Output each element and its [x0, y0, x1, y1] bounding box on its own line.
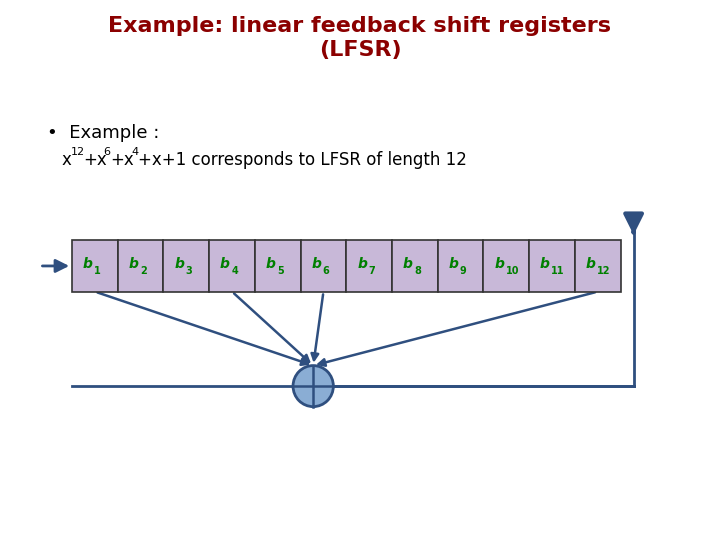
Text: 10: 10 — [505, 266, 519, 276]
Text: b: b — [357, 257, 367, 271]
Text: b: b — [495, 257, 504, 271]
Bar — [301, 240, 346, 292]
Text: 9: 9 — [460, 266, 467, 276]
Text: b: b — [540, 257, 550, 271]
Text: •  Example :: • Example : — [47, 124, 159, 142]
Text: +x: +x — [110, 151, 134, 168]
Bar — [118, 240, 163, 292]
Text: 5: 5 — [277, 266, 284, 276]
Text: 1: 1 — [94, 266, 101, 276]
Bar — [346, 240, 392, 292]
Text: 7: 7 — [369, 266, 375, 276]
Text: Example: linear feedback shift registers
(LFSR): Example: linear feedback shift registers… — [109, 16, 611, 60]
Text: 4: 4 — [231, 266, 238, 276]
Text: b: b — [312, 257, 321, 271]
Text: 12: 12 — [71, 147, 85, 157]
Bar — [484, 240, 529, 292]
Text: +x+1 corresponds to LFSR of length 12: +x+1 corresponds to LFSR of length 12 — [138, 151, 467, 168]
Bar — [72, 240, 118, 292]
Text: 6: 6 — [104, 147, 111, 157]
Bar — [575, 240, 621, 292]
Text: 8: 8 — [414, 266, 421, 276]
Text: b: b — [129, 257, 138, 271]
Text: b: b — [403, 257, 413, 271]
Text: b: b — [449, 257, 459, 271]
Bar — [209, 240, 255, 292]
Bar — [255, 240, 301, 292]
Text: +x: +x — [83, 151, 107, 168]
Text: x: x — [61, 151, 71, 168]
Ellipse shape — [293, 366, 333, 407]
Text: 12: 12 — [597, 266, 611, 276]
Bar — [392, 240, 438, 292]
Bar — [529, 240, 575, 292]
Text: b: b — [586, 257, 595, 271]
Bar — [163, 240, 209, 292]
Text: 3: 3 — [186, 266, 192, 276]
Text: 6: 6 — [323, 266, 330, 276]
Text: 11: 11 — [552, 266, 565, 276]
Text: b: b — [266, 257, 276, 271]
Bar — [438, 240, 484, 292]
Text: b: b — [83, 257, 93, 271]
Text: 4: 4 — [131, 147, 138, 157]
Text: b: b — [220, 257, 230, 271]
Text: 2: 2 — [140, 266, 147, 276]
Text: b: b — [174, 257, 184, 271]
